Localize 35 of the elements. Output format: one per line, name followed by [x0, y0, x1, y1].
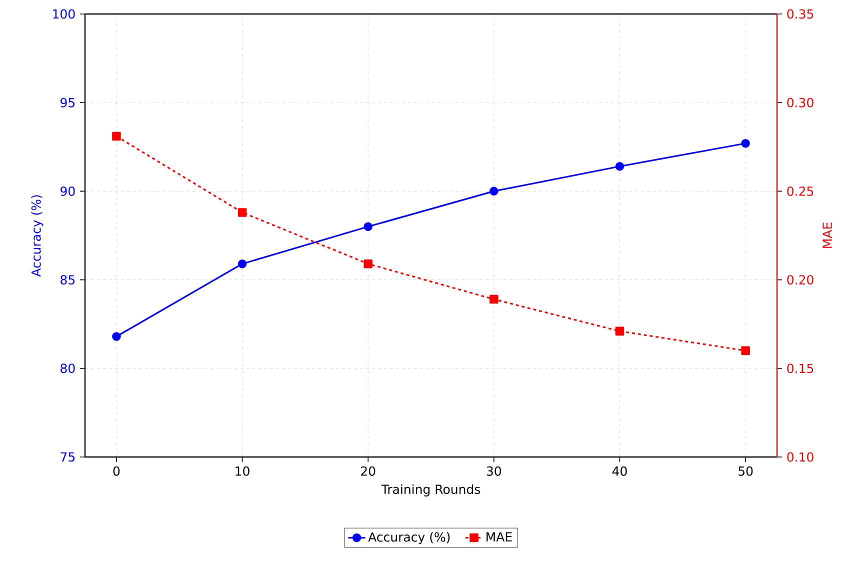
x-tick-label: 30: [486, 466, 502, 476]
x-tick-label: 20: [361, 466, 376, 476]
point: [238, 259, 247, 268]
y2-axis-title: MAE: [822, 222, 832, 248]
point: [112, 132, 121, 141]
y-tick-label: 90: [60, 186, 75, 196]
y-tick-label: 100: [53, 9, 75, 19]
point: [364, 259, 372, 268]
y2-tick-label: 0.30: [787, 98, 814, 108]
legend-label: Accuracy (%): [368, 532, 450, 544]
y2-tick-label: 0.35: [787, 9, 814, 19]
point: [615, 326, 624, 336]
y-tick-label: 95: [60, 98, 75, 108]
y-tick-label: 75: [60, 452, 75, 462]
x-tick-label: 50: [738, 466, 753, 476]
y-tick-label: 80: [60, 364, 75, 374]
point: [490, 294, 498, 304]
y-axis-title: Accuracy (%): [31, 195, 44, 277]
point: [741, 346, 750, 356]
y2-tick-label: 0.15: [787, 364, 814, 374]
y-tick-label: 85: [60, 275, 75, 285]
point: [741, 138, 750, 148]
point: [238, 208, 247, 217]
x-axis-title: Training Rounds: [381, 484, 480, 496]
point: [112, 332, 121, 341]
legend-label: MAE: [486, 532, 512, 542]
x-tick-label: 10: [236, 466, 250, 476]
x-tick-label: 0: [113, 466, 120, 476]
point: [490, 186, 498, 196]
point: [364, 222, 372, 232]
y2-tick-label: 0.20: [787, 275, 814, 285]
x-tick-label: 40: [612, 466, 627, 476]
point: [615, 162, 624, 171]
y2-tick-label: 0.10: [787, 452, 814, 462]
y2-tick-label: 0.25: [787, 186, 814, 196]
